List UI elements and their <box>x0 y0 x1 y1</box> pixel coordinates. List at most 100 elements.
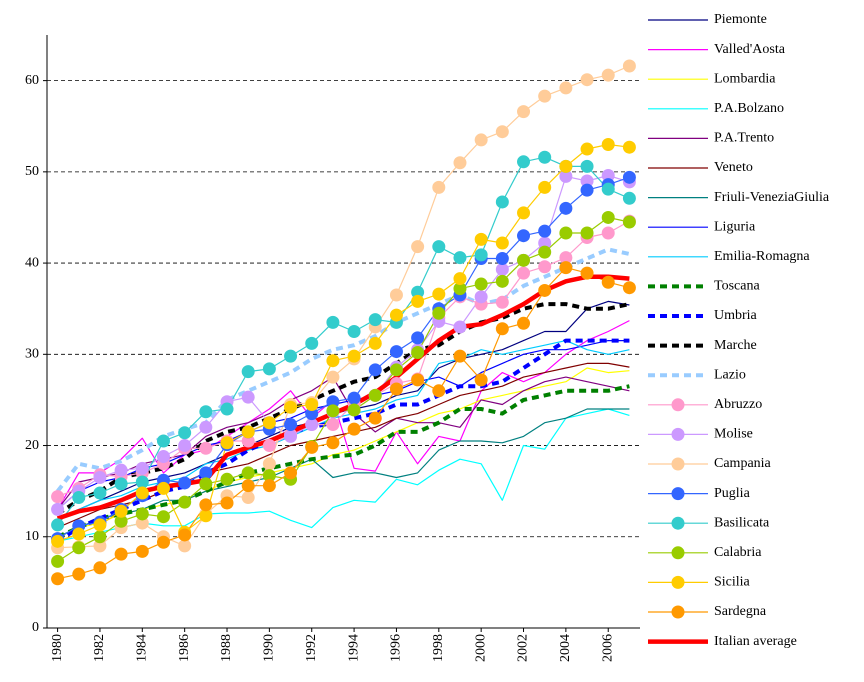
point <box>284 418 298 432</box>
point <box>305 336 319 350</box>
point <box>559 201 573 215</box>
point <box>178 539 192 553</box>
point <box>453 251 467 265</box>
legend-entry: Marche <box>648 338 757 353</box>
point <box>601 210 615 224</box>
point <box>432 384 446 398</box>
point <box>262 457 276 471</box>
point <box>347 422 361 436</box>
legend-marker <box>671 487 685 501</box>
point <box>601 168 615 182</box>
series-line <box>57 156 630 526</box>
point <box>453 272 467 286</box>
point <box>389 345 403 359</box>
legend-entry: Liguria <box>648 219 756 234</box>
point <box>114 547 128 561</box>
point <box>178 528 192 542</box>
point <box>178 439 192 453</box>
point <box>622 140 636 154</box>
point <box>622 191 636 205</box>
point <box>432 240 446 254</box>
point <box>262 416 276 430</box>
point <box>284 429 298 443</box>
point <box>559 81 573 95</box>
point <box>411 294 425 308</box>
point <box>474 232 488 246</box>
point <box>432 180 446 194</box>
series-line <box>57 340 630 510</box>
point <box>326 354 340 368</box>
x-tick-label: 2006 <box>600 634 615 662</box>
point <box>474 133 488 147</box>
point <box>284 400 298 414</box>
point <box>326 436 340 450</box>
point <box>538 224 552 238</box>
x-tick-label: 2000 <box>473 634 488 662</box>
legend-entry: Piemonte <box>648 12 767 27</box>
point <box>199 509 213 523</box>
point <box>368 411 382 425</box>
legend-label: Sicilia <box>714 575 751 590</box>
y-tick-label: 20 <box>25 438 39 453</box>
legend-label: Friuli-VeneziaGiulia <box>714 190 830 205</box>
point <box>580 142 594 156</box>
point <box>93 539 107 553</box>
legend-entry: Calabria <box>648 545 762 560</box>
series-line <box>56 247 630 493</box>
point <box>601 226 615 240</box>
point <box>517 266 531 280</box>
legend-label: Basilicata <box>714 515 770 530</box>
point <box>411 240 425 254</box>
point <box>495 295 509 309</box>
point <box>495 322 509 336</box>
legend-entry: Basilicata <box>648 515 770 530</box>
series-line <box>57 65 630 549</box>
y-tick-label: 10 <box>25 529 39 544</box>
legend-label: Lombardia <box>714 71 776 86</box>
point <box>178 476 192 490</box>
point <box>517 229 531 243</box>
point <box>93 518 107 532</box>
point <box>580 73 594 87</box>
legend-label: Toscana <box>714 279 760 294</box>
point <box>199 405 213 419</box>
point <box>135 516 149 530</box>
point <box>580 266 594 280</box>
point <box>622 281 636 295</box>
y-tick-label: 60 <box>25 73 39 88</box>
point <box>156 449 170 463</box>
legend-label: Italian average <box>714 634 797 649</box>
point <box>347 349 361 363</box>
point <box>93 530 107 544</box>
legend-label: P.A.Trento <box>714 131 774 146</box>
point <box>135 544 149 558</box>
legend-marker <box>671 457 685 471</box>
point <box>389 382 403 396</box>
point <box>135 486 149 500</box>
point <box>580 183 594 197</box>
point <box>220 402 234 416</box>
point <box>368 363 382 377</box>
point <box>262 439 276 453</box>
point <box>474 277 488 291</box>
series-line <box>57 340 630 520</box>
y-tick-label: 30 <box>25 347 39 362</box>
legend-marker <box>671 546 685 560</box>
point <box>517 206 531 220</box>
point <box>411 331 425 345</box>
point <box>389 308 403 322</box>
series-line <box>57 408 630 538</box>
point <box>178 426 192 440</box>
legend-entry: Sardegna <box>648 604 767 619</box>
legend-label: Valled'Aosta <box>714 42 786 57</box>
x-tick-label: 1988 <box>219 634 234 662</box>
point <box>474 373 488 387</box>
point <box>262 469 276 483</box>
series-line <box>57 408 630 542</box>
legend-marker <box>671 398 685 412</box>
point <box>622 59 636 73</box>
point <box>326 395 340 409</box>
legend-marker <box>671 516 685 530</box>
point <box>347 403 361 417</box>
point <box>199 441 213 455</box>
